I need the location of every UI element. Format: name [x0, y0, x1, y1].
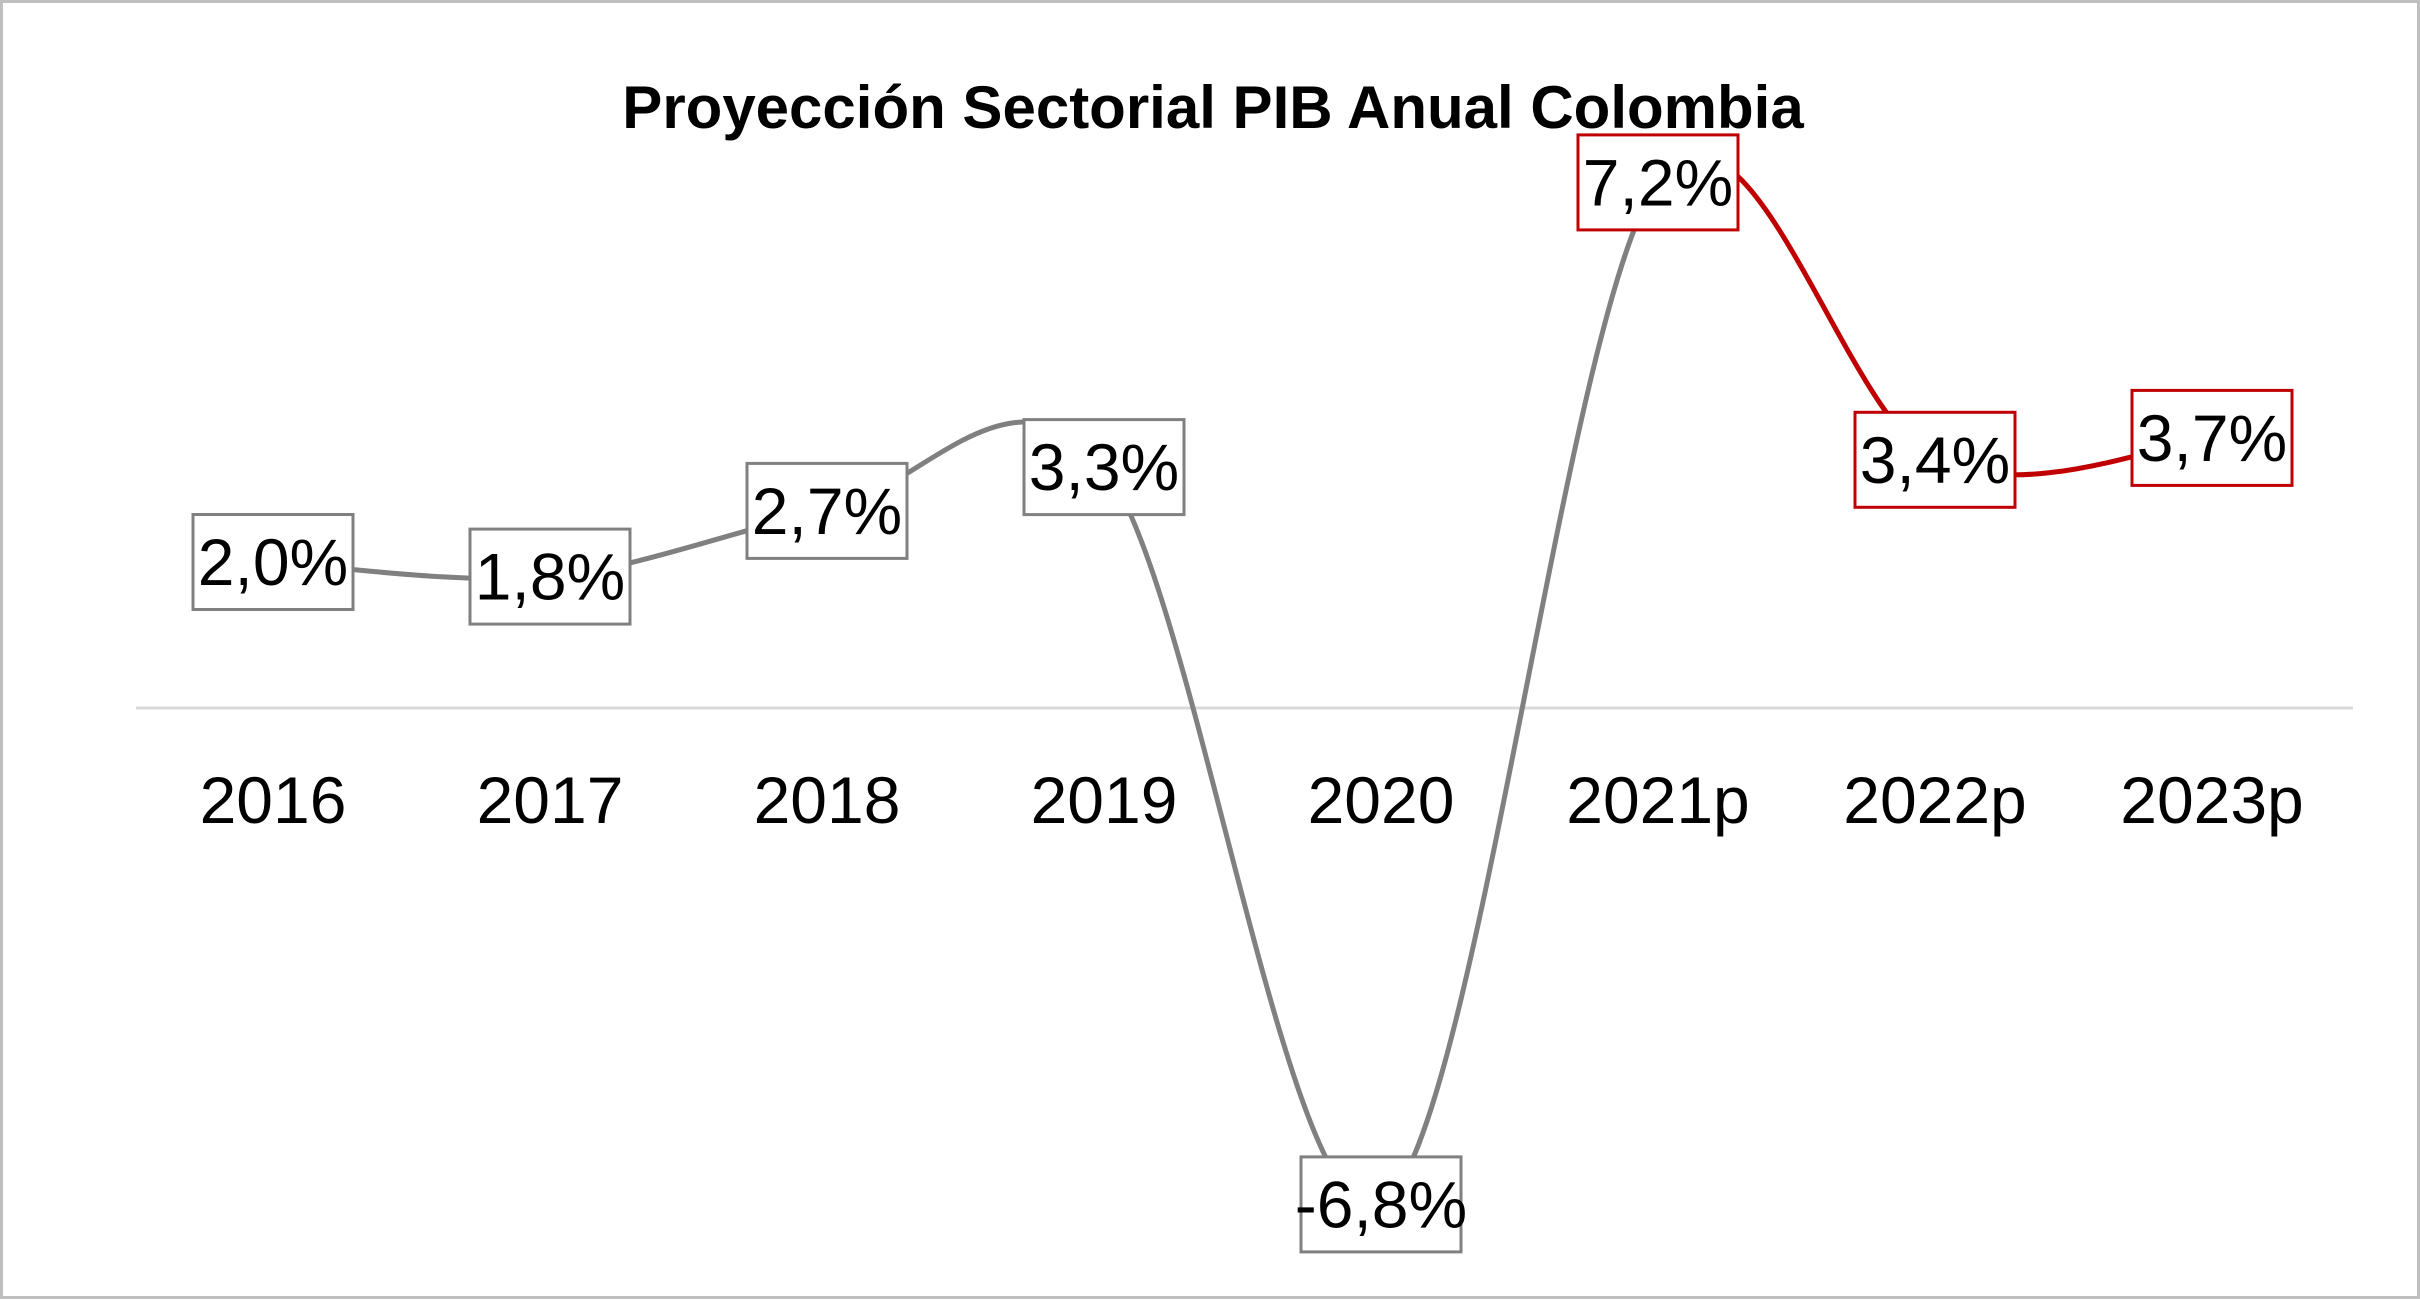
x-tick-label-2016: 2016: [200, 763, 347, 837]
data-point-2018: 2,7%: [745, 461, 909, 560]
data-label-box-2023p: [2130, 388, 2294, 487]
line-segment-2020-2021p: [1378, 179, 1661, 1207]
data-label-box-2022p: [1853, 410, 2017, 509]
data-label-box-2019: [1022, 418, 1186, 517]
data-label-2016: 2,0%: [198, 525, 348, 599]
data-label-2023p: 3,7%: [2137, 401, 2287, 475]
data-point-2017: 1,8%: [468, 527, 632, 626]
x-tick-label-2023p: 2023p: [2120, 763, 2304, 837]
data-label-2020: -6,8%: [1295, 1167, 1467, 1241]
data-point-2023p: 3,7%: [2130, 388, 2294, 487]
data-label-box-2018: [745, 461, 909, 560]
x-tick-label-2018: 2018: [754, 763, 901, 837]
data-label-box-2016: [191, 513, 355, 611]
chart-title: Proyección Sectorial PIB Anual Colombia: [622, 74, 1804, 141]
x-tick-label-2021p: 2021p: [1566, 763, 1750, 837]
lines-layer: [270, 154, 2215, 1210]
x-tick-labels: 2016 2017 2018 2019 2020 2021p 2022p 2023p: [200, 763, 2304, 837]
data-point-2016: 2,0%: [191, 513, 355, 611]
data-label-box-2021p: [1576, 133, 1740, 232]
x-tick-label-2022p: 2022p: [1843, 763, 2027, 837]
data-label-box-2017: [468, 527, 632, 626]
data-label-2019: 3,3%: [1029, 430, 1179, 504]
x-tick-label-2020: 2020: [1308, 763, 1455, 837]
data-label-2017: 1,8%: [475, 540, 625, 614]
data-labels: 2,0% 1,8% 2,7% 3,3% -6,8% 7,2% 3,4% 3,7%: [191, 133, 2294, 1254]
x-tick-label-2017: 2017: [477, 763, 624, 837]
data-label-2021p: 7,2%: [1583, 145, 1733, 219]
data-point-2022p: 3,4%: [1853, 410, 2017, 509]
data-point-2020: -6,8%: [1295, 1155, 1467, 1254]
data-label-2022p: 3,4%: [1860, 423, 2010, 497]
data-label-box-2020: [1299, 1155, 1463, 1254]
x-tick-label-2019: 2019: [1031, 763, 1178, 837]
data-point-2021p: 7,2%: [1576, 133, 1740, 232]
line-chart: Proyección Sectorial PIB Anual Colombia …: [136, 74, 2353, 1254]
data-label-2018: 2,7%: [752, 474, 902, 548]
data-point-2019: 3,3%: [1022, 418, 1186, 517]
